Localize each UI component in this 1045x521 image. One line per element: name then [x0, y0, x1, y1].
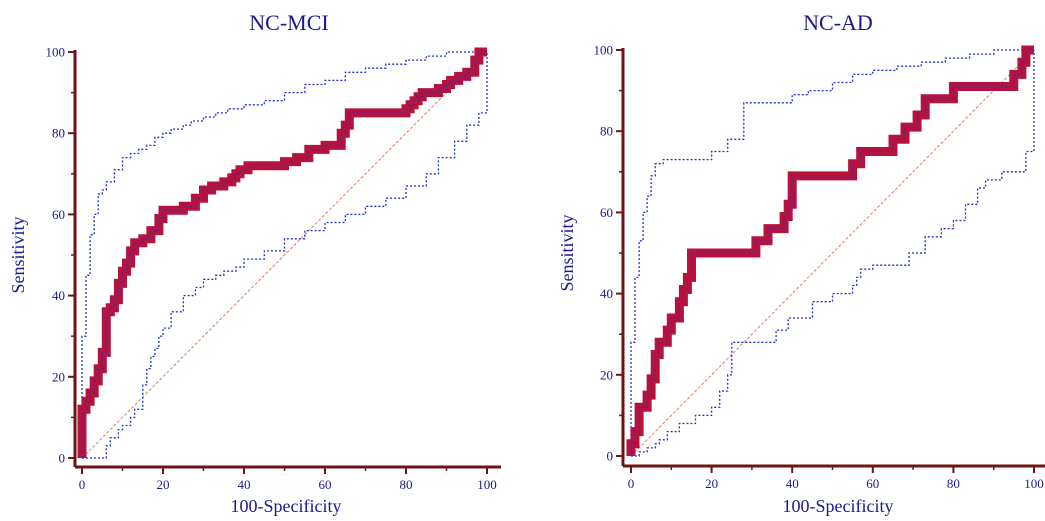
chart2-y-tick-label: 60 — [600, 205, 613, 220]
chart2-y-tick-label: 40 — [600, 286, 613, 301]
chart1-x-axis-label: 100-Specificity — [231, 496, 342, 516]
chart2-x-tick-label: 60 — [866, 476, 879, 491]
chart1-x-tick-label: 20 — [157, 477, 170, 492]
chart1-x-tick-label: 80 — [400, 477, 413, 492]
chart1-diagonal-line — [81, 51, 488, 459]
chart1-title: NC-MCI — [249, 10, 328, 35]
chart1-y-axis-label: Sensitivity — [8, 216, 28, 293]
chart1-x-tick-label: 100 — [477, 477, 497, 492]
chart1-y-tick-label: 60 — [52, 207, 65, 222]
chart2-x-tick-label: 100 — [1024, 476, 1044, 491]
chart2-y-tick-label: 20 — [600, 367, 613, 382]
chart1-ci-lower-bound — [82, 52, 488, 459]
chart1-y-tick-label: 20 — [52, 369, 65, 384]
chart1-x-tick-label: 40 — [238, 477, 251, 492]
chart1-x-tick-label: 0 — [79, 477, 86, 492]
chart1-y-tick-label: 80 — [52, 126, 65, 141]
chart2-x-axis-label: 100-Specificity — [783, 496, 894, 516]
chart2-y-tick-label: 100 — [594, 43, 614, 58]
chart2-ci-upper-bound — [630, 49, 1034, 456]
chart2-title: NC-AD — [803, 10, 873, 35]
chart2-x-tick-label: 80 — [947, 476, 960, 491]
chart2-x-tick-label: 20 — [705, 476, 718, 491]
chart1-y-tick-label: 40 — [52, 288, 65, 303]
chart2-roc-curve-core — [630, 49, 1034, 456]
chart2-y-tick-label: 0 — [607, 449, 614, 464]
chart2-y-tick-label: 80 — [600, 124, 613, 139]
chart2-x-tick-label: 40 — [786, 476, 799, 491]
chart1-x-tick-label: 60 — [319, 477, 332, 492]
chart1-roc-curve-core — [81, 51, 487, 458]
chart2-y-axis-label: Sensitivity — [557, 214, 577, 291]
chart1-y-tick-label: 0 — [59, 451, 66, 466]
chart2-diagonal-line — [630, 49, 1035, 457]
chart1-y-tick-label: 100 — [46, 45, 66, 60]
chart2-ci-lower-bound — [631, 50, 1035, 457]
chart2-x-tick-label: 0 — [628, 476, 635, 491]
